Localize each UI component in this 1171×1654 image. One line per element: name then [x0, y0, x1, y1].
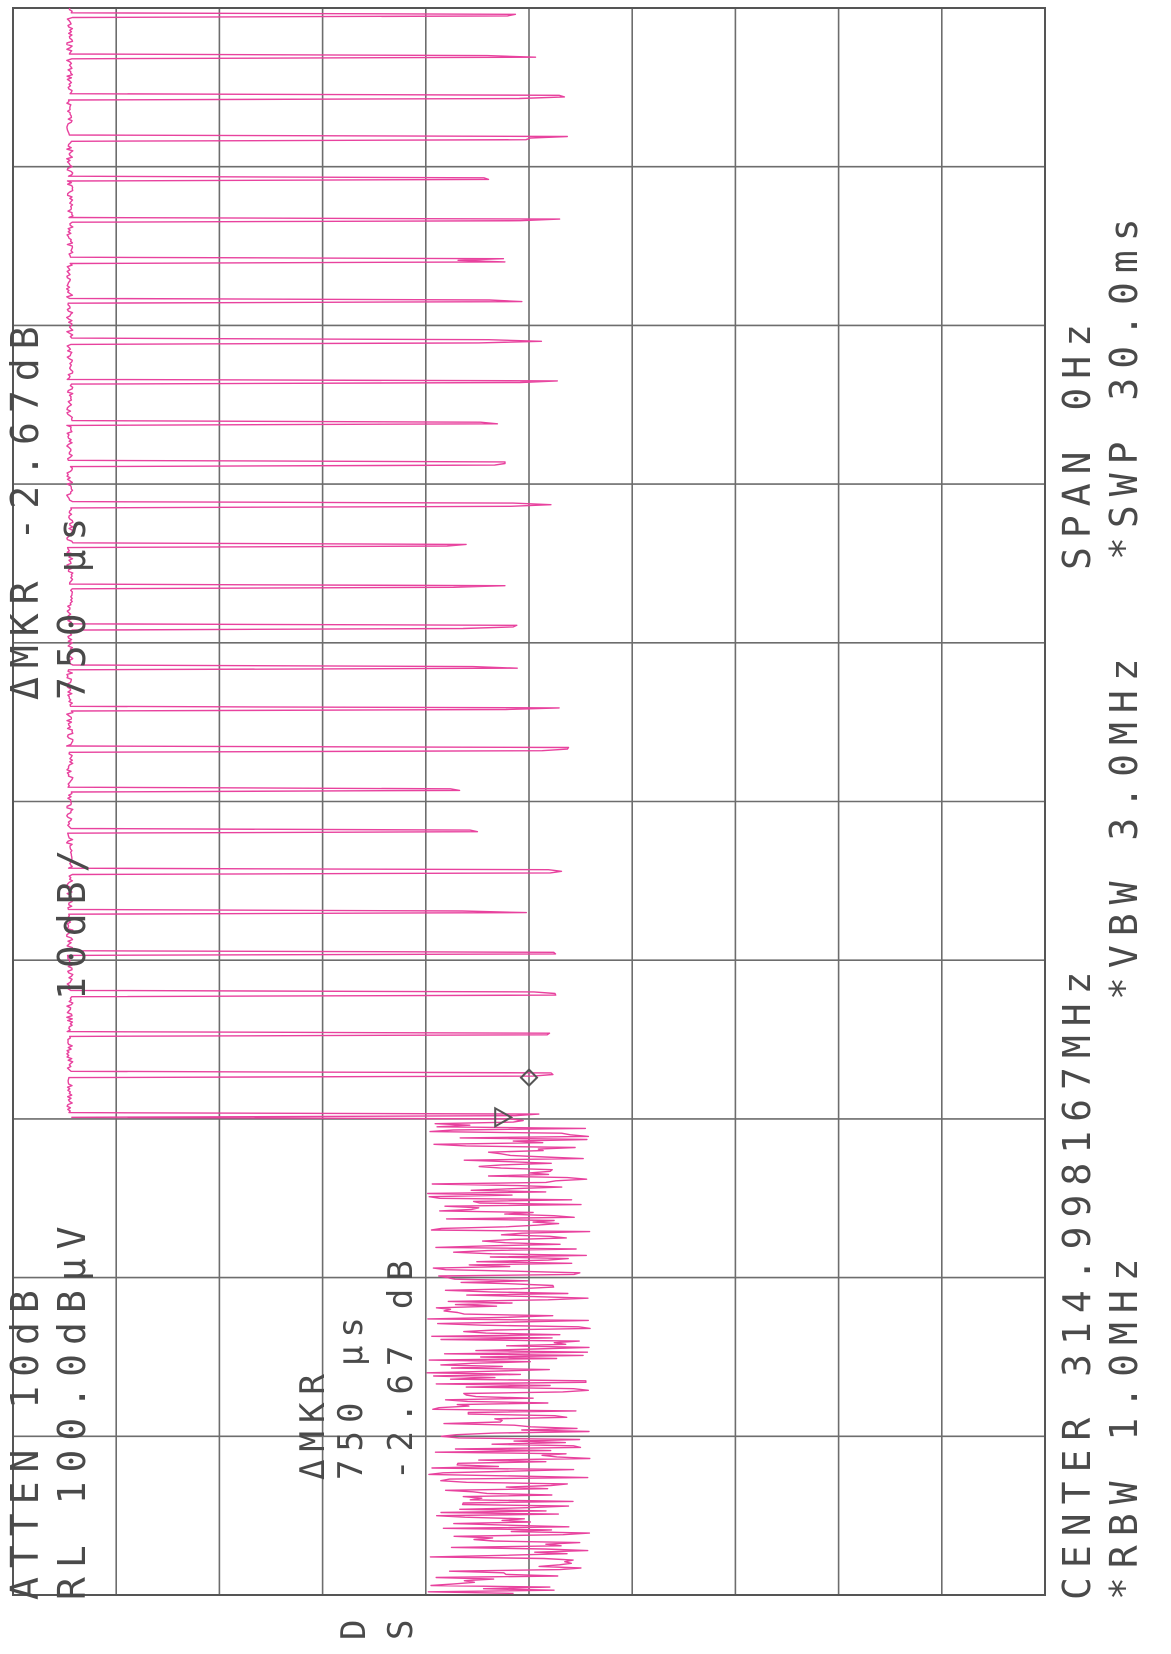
sweep-time-label: *SWP 30.0ms	[1102, 209, 1146, 560]
rbw-label: *RBW 1.0MHz	[1102, 1249, 1146, 1600]
header-scale: 10dB/	[50, 841, 94, 1000]
footer-vbw: *VBW 3.0MHz	[1102, 649, 1146, 1000]
detector-label: D	[334, 1612, 374, 1640]
marker-box-time: 750 µs	[331, 1309, 371, 1480]
side-letter-d: D	[334, 1612, 374, 1640]
header-marker-time: 750 µs	[50, 509, 94, 700]
marker-box-line-3: -2.67 dB	[381, 1252, 421, 1480]
header-line-2: RL 100.0dBµV	[50, 1217, 94, 1600]
marker-box-line-1: ΔMKR	[293, 1366, 333, 1480]
plot-frame	[12, 7, 1046, 1596]
atten-label: ATTEN 10dB	[3, 1281, 47, 1600]
trace-line	[66, 7, 591, 1595]
graticule	[13, 8, 1045, 1595]
side-letter-s: S	[381, 1612, 421, 1640]
marker-box-title: ΔMKR	[293, 1366, 333, 1480]
scale-label: 10dB/	[50, 841, 94, 1000]
delta-marker-time: 750 µs	[50, 509, 94, 700]
header-line-1: ATTEN 10dB	[3, 1281, 47, 1600]
footer-span: SPAN 0Hz	[1055, 315, 1099, 570]
marker-group	[494, 1068, 539, 1129]
footer-line-1: CENTER 314.998167MHz	[1055, 962, 1099, 1600]
delta-marker-readout: ΔMKR -2.67dB	[3, 317, 47, 700]
header-marker: ΔMKR -2.67dB	[3, 317, 47, 700]
center-frequency-label: CENTER 314.998167MHz	[1055, 962, 1099, 1600]
ref-level-label: RL 100.0dBµV	[50, 1217, 94, 1600]
span-label: SPAN 0Hz	[1055, 315, 1099, 570]
marker-box-amplitude: -2.67 dB	[381, 1252, 421, 1480]
reference-marker-triangle	[494, 1106, 514, 1129]
sweep-mode-label: S	[381, 1612, 421, 1640]
footer-sweep: *SWP 30.0ms	[1102, 209, 1146, 560]
vbw-label: *VBW 3.0MHz	[1102, 649, 1146, 1000]
trace-group	[66, 7, 591, 1595]
delta-marker-diamond	[519, 1068, 539, 1088]
marker-box-line-2: 750 µs	[331, 1309, 371, 1480]
footer-line-2: *RBW 1.0MHz	[1102, 1249, 1146, 1600]
